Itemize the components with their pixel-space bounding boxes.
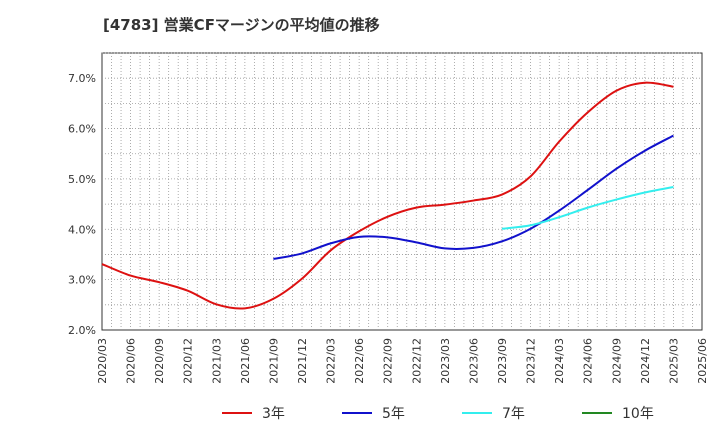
y-tick-label: 6.0% bbox=[68, 123, 96, 136]
y-tick-label: 3.0% bbox=[68, 274, 96, 287]
x-tick-label: 2020/09 bbox=[153, 338, 166, 384]
x-tick-label: 2021/06 bbox=[239, 338, 252, 384]
x-tick-label: 2022/09 bbox=[382, 338, 395, 384]
x-tick-label: 2020/12 bbox=[182, 338, 195, 384]
x-tick-label: 2021/09 bbox=[267, 338, 280, 384]
series-line-2 bbox=[273, 134, 674, 260]
x-tick-label: 2023/09 bbox=[496, 338, 509, 384]
x-tick-label: 2025/06 bbox=[696, 338, 709, 384]
legend-label: 3年 bbox=[262, 406, 285, 422]
x-tick-label: 2024/06 bbox=[582, 338, 595, 384]
x-tick-label: 2022/12 bbox=[410, 338, 423, 384]
y-tick-label: 7.0% bbox=[68, 72, 96, 85]
chart-title: [4783] 営業CFマージンの平均値の推移 bbox=[103, 16, 380, 34]
x-tick-label: 2021/03 bbox=[210, 338, 223, 384]
x-tick-label: 2024/09 bbox=[610, 338, 623, 384]
y-tick-label: 5.0% bbox=[68, 173, 96, 186]
y-tick-label: 2.0% bbox=[68, 324, 96, 337]
series-line-1 bbox=[101, 81, 674, 310]
x-tick-label: 2023/03 bbox=[439, 338, 452, 384]
legend-label: 10年 bbox=[622, 406, 654, 422]
x-tick-label: 2023/12 bbox=[525, 338, 538, 384]
series-line-3 bbox=[501, 185, 674, 230]
plot-area bbox=[101, 52, 703, 331]
x-tick-label: 2024/12 bbox=[639, 338, 652, 384]
x-tick-label: 2020/03 bbox=[96, 338, 109, 384]
legend-label: 7年 bbox=[502, 406, 525, 422]
x-tick-label: 2024/03 bbox=[553, 338, 566, 384]
legend-label: 5年 bbox=[382, 406, 405, 422]
x-tick-label: 2021/12 bbox=[296, 338, 309, 384]
x-tick-label: 2023/06 bbox=[467, 338, 480, 384]
x-tick-label: 2025/03 bbox=[667, 338, 680, 384]
x-tick-label: 2020/06 bbox=[125, 338, 138, 384]
x-tick-label: 2022/06 bbox=[353, 338, 366, 384]
x-tick-label: 2022/03 bbox=[325, 338, 338, 384]
y-tick-label: 4.0% bbox=[68, 223, 96, 236]
